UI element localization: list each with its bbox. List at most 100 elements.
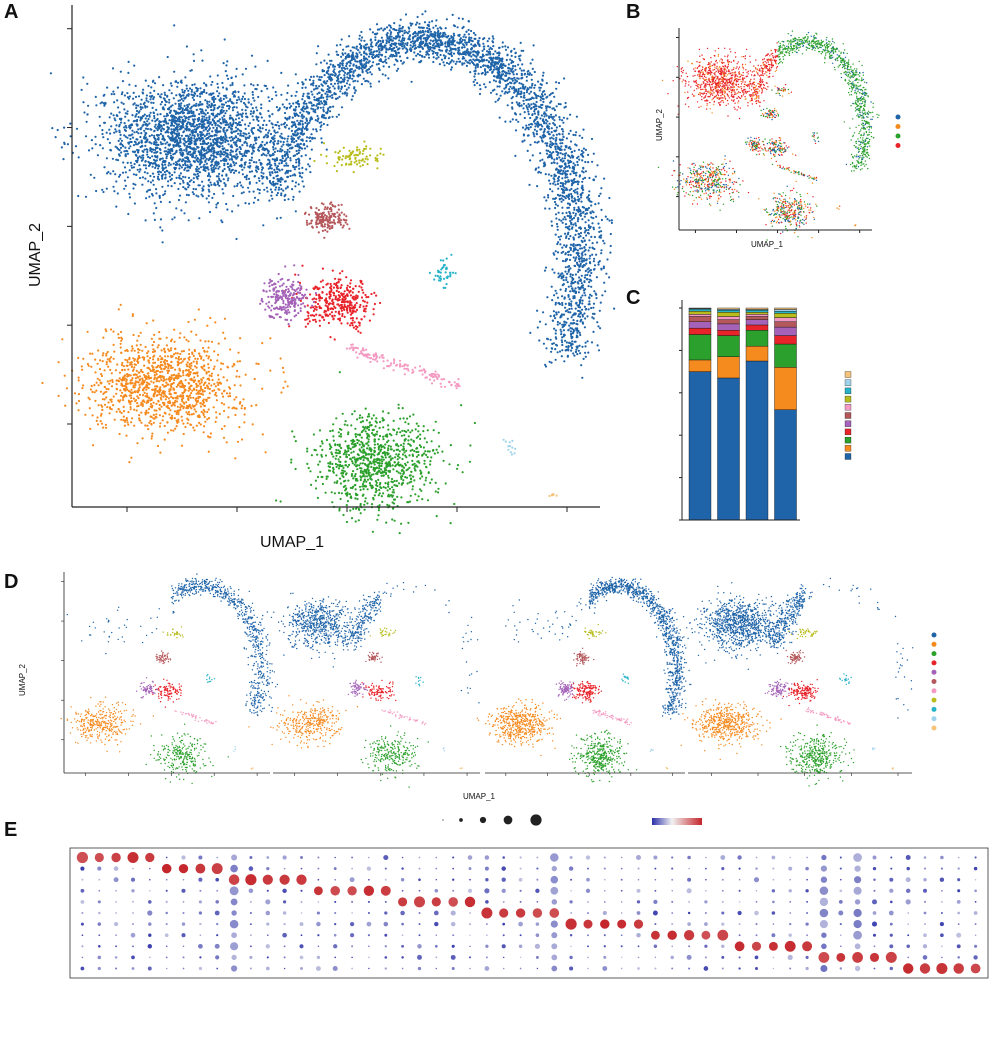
umap-a-point: [517, 64, 519, 66]
umap-a-point: [492, 35, 494, 37]
umap-a-point: [577, 271, 579, 273]
umap-a-point: [277, 140, 279, 142]
umap-a-point: [565, 223, 567, 225]
panel-letter-d: D: [4, 571, 18, 593]
umap-a-point: [559, 118, 561, 120]
umap-a-point: [325, 82, 327, 84]
umap-a-point: [556, 258, 558, 260]
umap-a-point: [421, 13, 423, 15]
umap-a-point: [274, 151, 276, 153]
umap-a-point: [282, 190, 284, 192]
umap-a-point: [511, 55, 513, 57]
umap-a-point: [322, 97, 324, 99]
umap-a-point: [286, 151, 288, 153]
umap-a-point: [498, 54, 500, 56]
umap-a-point: [283, 165, 285, 167]
umap-a-point: [537, 326, 539, 328]
umap-a-point: [388, 41, 390, 43]
umap-a-point: [526, 91, 528, 93]
umap-a-point: [287, 198, 289, 200]
umap-a-point: [425, 30, 427, 32]
umap-a-point: [473, 32, 475, 34]
umap-a-point: [428, 57, 430, 59]
umap-a-point: [331, 97, 333, 99]
umap-a-point: [602, 240, 604, 242]
umap-a-point: [270, 133, 272, 135]
umap-a-point: [574, 222, 576, 224]
umap-a-point: [302, 180, 304, 182]
umap-a-point: [311, 93, 313, 95]
umap-a-point: [537, 95, 539, 97]
umap-a-point: [563, 244, 565, 246]
umap-a-point: [253, 202, 255, 204]
umap-a-point: [297, 100, 299, 102]
umap-a-point: [337, 82, 339, 84]
umap-a-point: [555, 81, 557, 83]
umap-a-point: [452, 36, 454, 38]
umap-a-point: [568, 269, 570, 271]
umap-a-point: [558, 156, 560, 158]
umap-a-point: [450, 69, 452, 71]
umap-a-point: [543, 130, 545, 132]
umap-a-point: [332, 106, 334, 108]
umap-a-point: [539, 152, 541, 154]
umap-a-point: [585, 263, 587, 265]
umap-a-point: [470, 59, 472, 61]
umap-a-point: [528, 184, 530, 186]
umap-a-point: [477, 54, 479, 56]
umap-a-point: [433, 56, 435, 58]
umap-a-point: [577, 252, 579, 254]
umap-a-point: [604, 290, 606, 292]
umap-a-point: [272, 146, 274, 148]
umap-a-point: [283, 141, 285, 143]
umap-a-point: [358, 38, 360, 40]
umap-a-point: [331, 94, 333, 96]
umap-a-point: [400, 60, 402, 62]
umap-a-point: [592, 307, 594, 309]
umap-a-point: [455, 63, 457, 65]
umap-a-point: [320, 137, 322, 139]
umap-a-point: [359, 35, 361, 37]
umap-a-point: [385, 62, 387, 64]
umap-a-point: [533, 133, 535, 135]
umap-a-point: [288, 128, 290, 130]
umap-a-point: [276, 171, 278, 173]
umap-a-point: [574, 150, 576, 152]
umap-a-point: [573, 209, 575, 211]
umap-a-point: [593, 228, 595, 230]
umap-a-point: [329, 91, 331, 93]
umap-a-point: [550, 351, 552, 353]
umap-a-point: [557, 251, 559, 253]
umap-a-point: [414, 42, 416, 44]
umap-a-point: [332, 116, 334, 118]
umap-a-point: [299, 112, 301, 114]
umap-a-point: [478, 73, 480, 75]
umap-a-point: [276, 143, 278, 145]
umap-a-point: [560, 145, 562, 147]
panel-letter-e: E: [4, 819, 17, 841]
umap-a-point: [568, 198, 570, 200]
umap-a-point: [584, 277, 586, 279]
umap-a-point: [348, 77, 350, 79]
umap-a-point: [579, 269, 581, 271]
umap-a-point: [339, 62, 341, 64]
umap-a-point: [527, 70, 529, 72]
umap-a-point: [295, 95, 297, 97]
umap-a-point: [559, 125, 561, 127]
umap-a-point: [530, 62, 532, 64]
umap-a-point: [575, 213, 577, 215]
umap-a-point: [569, 275, 571, 277]
umap-a-point: [307, 163, 309, 165]
umap-a-point: [397, 34, 399, 36]
umap-a-point: [265, 154, 267, 156]
umap-a-point: [587, 352, 589, 354]
umap-a-point: [588, 281, 590, 283]
umap-a-point: [523, 97, 525, 99]
umap-a-point: [280, 141, 282, 143]
umap-a-point: [393, 37, 395, 39]
umap-a-point: [600, 268, 602, 270]
umap-a-point: [504, 45, 506, 47]
umap-a-point: [561, 336, 563, 338]
umap-a-point: [580, 232, 582, 234]
umap-a-point: [545, 109, 547, 111]
